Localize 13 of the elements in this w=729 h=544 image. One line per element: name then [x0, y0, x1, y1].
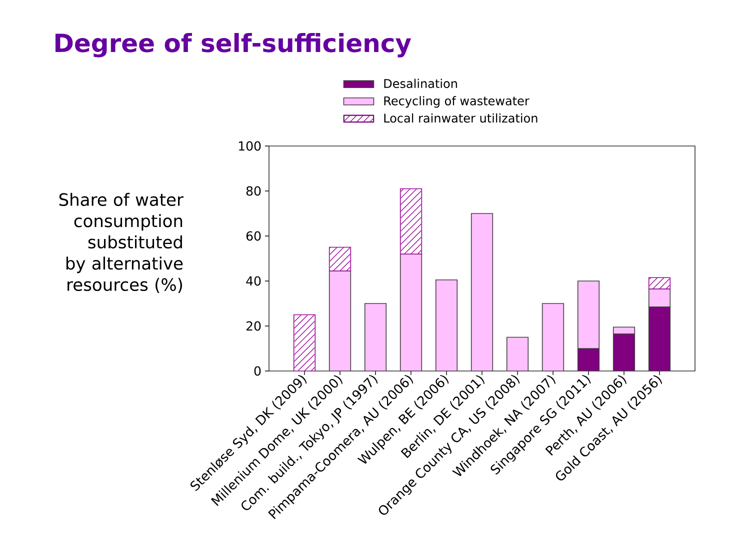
y-tick-label: 0 — [254, 366, 261, 376]
y-tick-label: 80 — [246, 186, 261, 196]
y-tick-label: 20 — [246, 321, 261, 331]
y-tick-label: 40 — [246, 276, 261, 286]
legend-label: Local rainwater utilization — [384, 113, 538, 123]
bar — [435, 279, 458, 371]
legend-label: Desalination — [384, 78, 457, 88]
chart-title: Degree of self-sufficiency — [56, 32, 412, 58]
legend-label: Recycling of wastewater — [384, 96, 530, 108]
y-axis-title: Share of water consumption substituted by alternative resources (%) — [59, 192, 184, 294]
y-tick-label: 100 — [239, 141, 261, 151]
bar — [364, 303, 387, 371]
y-tick-label: 60 — [246, 231, 261, 241]
